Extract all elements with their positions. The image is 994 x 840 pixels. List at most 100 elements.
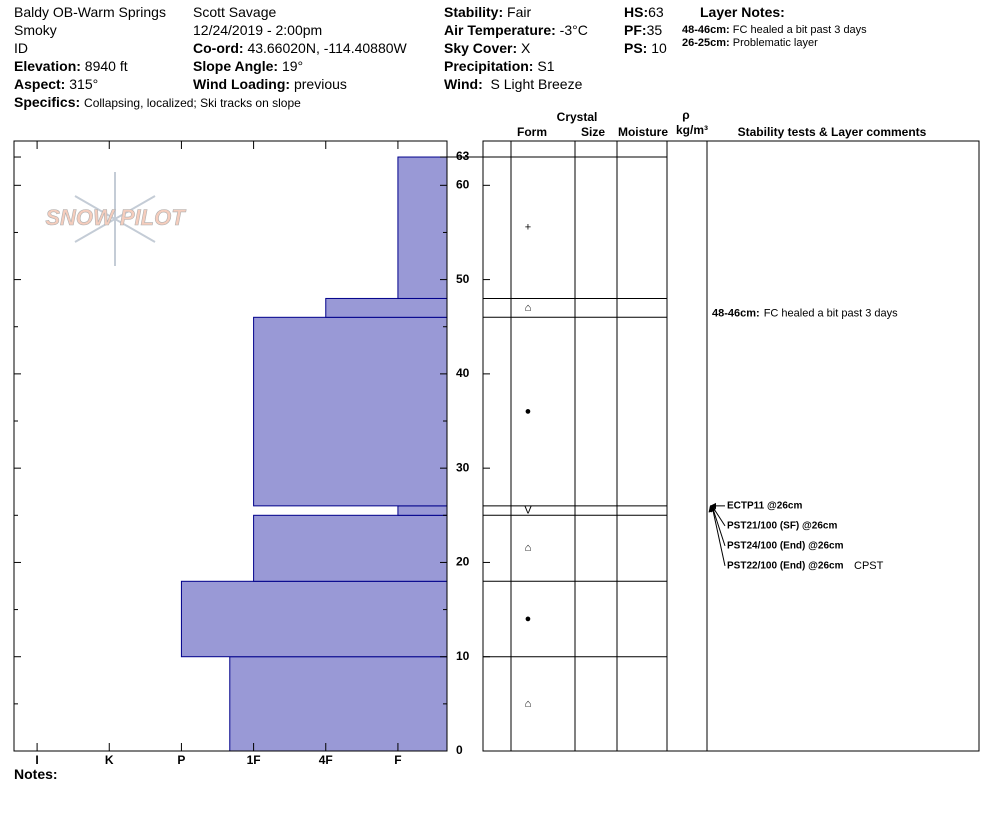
label: 48-46cm: [682, 24, 730, 36]
field: Wind Loading: previous [193, 76, 347, 92]
logo-flake [74, 172, 156, 266]
strat-frame [482, 140, 980, 752]
value: -3°C [559, 22, 588, 38]
label: Co-ord: [193, 40, 244, 56]
value: S1 [537, 58, 555, 74]
layer-notes-title: Layer Notes: [700, 4, 785, 20]
value: Fair [507, 4, 532, 20]
stability-test: ECTP11 @26cm [727, 501, 802, 512]
field: Sky Cover: X [444, 40, 530, 56]
column-header: Size [581, 125, 605, 139]
hardness-bar [229, 656, 448, 752]
grain-form: + [525, 222, 531, 234]
field: Elevation: 8940 ft [14, 58, 128, 74]
grain-form: ⌂ [525, 302, 532, 314]
layer-comment: 48-46cm: FC healed a bit past 3 days [712, 307, 898, 319]
column-header: Form [517, 125, 547, 139]
x-tick-label: K [105, 753, 114, 767]
label: PS: [624, 40, 648, 56]
test-arrow [711, 505, 726, 547]
value: S Light Breeze [490, 76, 583, 92]
x-tick-label: I [35, 753, 38, 767]
label: Wind Loading: [193, 76, 291, 92]
y-tick-label: 60 [456, 177, 470, 191]
value: 19° [281, 58, 304, 74]
plot-frame [13, 140, 448, 752]
stability-test: PST22/100 (End) @26cm [727, 561, 844, 572]
y-tick-label: 30 [456, 460, 470, 474]
label: Elevation: [14, 58, 81, 74]
label: Specifics: [14, 94, 81, 110]
datetime: 12/24/2019 - 2:00pm [193, 22, 323, 38]
grain-form: V [524, 504, 532, 516]
text: FC healed a bit past 3 days [732, 24, 867, 36]
label: Aspect: [14, 76, 66, 92]
value: X [521, 40, 531, 56]
test-arrow [711, 505, 726, 566]
label: Stability: [444, 4, 504, 20]
x-tick-label: 4F [319, 753, 333, 767]
observer: Scott Savage [193, 4, 277, 20]
hardness-bar [253, 514, 448, 582]
label: 26-25cm: [682, 37, 730, 49]
label: HS: [624, 4, 649, 20]
location: Baldy OB-Warm Springs [14, 4, 166, 20]
field: HS:63 [624, 4, 664, 20]
notes-label: Notes: [14, 766, 58, 782]
column-header: Crystal [557, 110, 598, 124]
column-header: kg/m³ [676, 123, 708, 137]
column-header: Stability tests & Layer comments [738, 125, 927, 139]
label: PF: [624, 22, 647, 38]
value: 63 [648, 4, 664, 20]
grain-form: ● [525, 405, 532, 417]
grain-form: ⌂ [525, 542, 532, 554]
label: Air Temperature: [444, 22, 556, 38]
stability-test: PST21/100 (SF) @26cm [727, 521, 837, 532]
hardness-bar [253, 316, 448, 507]
x-tick-label: 1F [247, 753, 261, 767]
value: Collapsing, localized; Ski tracks on slo… [84, 96, 301, 110]
comment-text: FC healed a bit past 3 days [764, 307, 898, 319]
location: ID [14, 40, 28, 56]
y-tick-label: 0 [456, 743, 463, 757]
y-tick-label: 40 [456, 366, 470, 380]
logo: SNOW PILOT [45, 205, 186, 230]
value: 35 [646, 22, 663, 38]
y-tick-label: 63 [456, 149, 470, 163]
field: Slope Angle: 19° [193, 58, 303, 74]
label: Precipitation: [444, 58, 534, 74]
location: Smoky [14, 22, 57, 38]
layer-note: 48-46cm: FC healed a bit past 3 days [682, 24, 867, 36]
field: Stability: Fair [444, 4, 531, 20]
value: 43.66020N, -114.40880W [247, 40, 407, 56]
arrow-head [710, 502, 716, 509]
field: Precipitation: S1 [444, 58, 554, 74]
test-note: CPST [854, 560, 884, 572]
column-header: Moisture [618, 125, 668, 139]
arrow-head [708, 505, 715, 513]
value: 10 [651, 40, 667, 56]
field: Wind: S Light Breeze [444, 76, 582, 92]
flake-arm [74, 195, 156, 243]
field: Co-ord: 43.66020N, -114.40880W [193, 40, 407, 56]
hardness-bar [325, 297, 448, 318]
grain-form: ● [525, 613, 532, 625]
stability-test: PST24/100 (End) @26cm [727, 541, 844, 552]
value: 8940 ft [84, 58, 128, 74]
field: Specifics: Collapsing, localized; Ski tr… [14, 94, 301, 110]
value: previous [293, 76, 347, 92]
y-tick-label: 50 [456, 272, 470, 286]
label: Wind: [444, 76, 483, 92]
column-header: ρ [682, 108, 689, 122]
comment-label: 48-46cm: [712, 307, 760, 319]
field: Air Temperature: -3°C [444, 22, 588, 38]
value: 315° [69, 76, 99, 92]
grain-form: ⌂ [525, 698, 532, 710]
hardness-bar [397, 505, 448, 516]
y-tick-label: 10 [456, 649, 470, 663]
hardness-bar [180, 580, 448, 658]
y-tick-label: 20 [456, 555, 470, 569]
layer-note: 26-25cm: Problematic layer [682, 37, 818, 49]
